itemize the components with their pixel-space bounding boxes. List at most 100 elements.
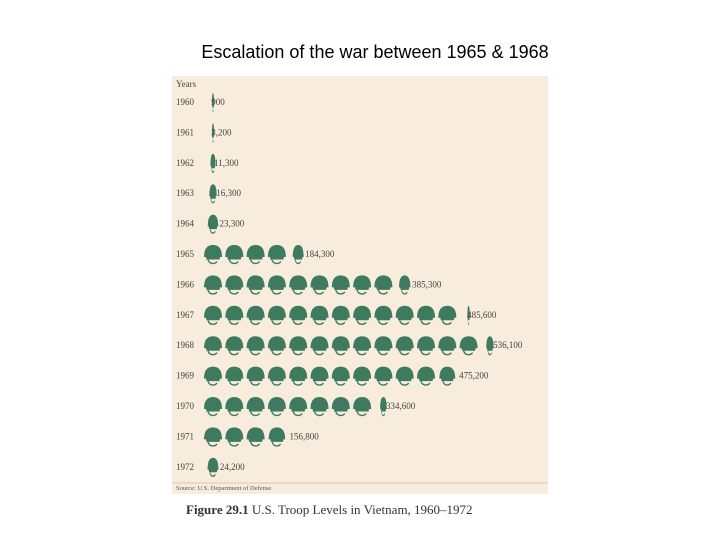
value-label: 3,200 [211, 127, 232, 137]
helmet-icon [438, 336, 457, 356]
value-label: 11,300 [214, 158, 239, 168]
value-label: 334,600 [386, 401, 416, 411]
helmet-icon [395, 366, 414, 386]
value-label: 485,600 [467, 310, 497, 320]
helmet-icon [225, 275, 244, 295]
value-label: 385,300 [412, 279, 442, 289]
chart-row-1969: 1969 475,200 [176, 366, 489, 386]
chart-row-1970: 1970 334,600 [176, 397, 416, 417]
partial-helmet-icon [207, 214, 219, 234]
year-label: 1967 [176, 310, 195, 320]
chart-row-1967: 1967 485,600 [176, 305, 497, 326]
helmet-icon [289, 366, 308, 386]
helmet-icon [225, 336, 244, 356]
helmet-icon [225, 245, 244, 265]
partial-helmet-icon [399, 275, 411, 295]
chart-row-1965: 1965 184,300 [176, 245, 335, 265]
helmet-icon [246, 245, 265, 265]
partial-helmet-icon [292, 245, 304, 265]
helmet-icon [353, 305, 372, 326]
helmet-icon [459, 336, 478, 356]
value-label: 156,800 [290, 431, 320, 441]
helmet-icon [331, 336, 350, 356]
helmet-icon [310, 275, 329, 295]
value-label: 184,300 [305, 249, 335, 259]
year-label: 1971 [176, 431, 194, 441]
helmet-icon [395, 305, 414, 326]
helmet-icon [417, 336, 435, 356]
year-label: 1968 [176, 340, 195, 350]
helmet-icon [246, 397, 265, 417]
helmet-icon [289, 336, 308, 356]
helmet-icon [225, 366, 244, 386]
helmet-icon [267, 275, 286, 295]
chart-row-1966: 1966 385,300 [176, 275, 442, 295]
helmet-icon [204, 275, 222, 295]
value-label: 24,200 [220, 462, 245, 472]
helmet-icon [204, 397, 222, 417]
value-label: 23,300 [220, 219, 245, 229]
helmet-icon [225, 397, 244, 417]
year-label: 1966 [176, 279, 195, 289]
y-axis-label: Years [176, 79, 197, 89]
helmet-icon [267, 366, 286, 386]
helmet-icon [204, 336, 222, 356]
slide-title: Escalation of the war between 1965 & 196… [201, 42, 549, 62]
partial-helmet-icon [486, 336, 494, 356]
helmet-icon [246, 366, 265, 386]
chart-row-1964: 1964 23,300 [176, 214, 245, 234]
helmet-icon [353, 366, 372, 386]
helmet-icon [267, 397, 286, 417]
chart-row-1960: 1960 900 [176, 93, 225, 113]
helmet-icon [438, 305, 457, 326]
helmet-icon [289, 305, 308, 326]
helmet-icon [204, 245, 222, 265]
helmet-icon [246, 336, 265, 356]
chart-row-1971: 1971 156,800 [176, 427, 320, 447]
helmet-icon [267, 305, 286, 326]
value-label: 16,300 [216, 188, 241, 198]
partial-helmet-icon [439, 366, 456, 386]
source-note: Source: U.S. Department of Defense [176, 485, 271, 492]
helmet-icon [204, 366, 222, 386]
year-label: 1961 [176, 127, 194, 137]
helmet-icon [310, 305, 329, 326]
helmet-icon [417, 305, 435, 326]
chart-row-1962: 1962 11,300 [176, 153, 239, 174]
helmet-icon [374, 336, 393, 356]
year-label: 1963 [176, 188, 195, 198]
value-label: 475,200 [459, 371, 489, 381]
helmet-icon [289, 397, 308, 417]
troop-levels-chart: Years 1960 900 1961 3,200 1962 11,300 1963 16,3… [172, 76, 548, 494]
helmet-icon [331, 366, 350, 386]
helmet-icon [353, 336, 372, 356]
partial-helmet-icon [268, 427, 286, 447]
helmet-icon [395, 336, 414, 356]
partial-helmet-icon [207, 457, 219, 477]
year-label: 1962 [176, 158, 194, 168]
helmet-icon [374, 305, 393, 326]
helmet-icon [246, 305, 265, 326]
partial-helmet-icon [211, 123, 215, 143]
helmet-icon [225, 305, 244, 326]
helmet-icon [204, 427, 222, 447]
chart-row-1961: 1961 3,200 [176, 123, 232, 143]
helmet-icon [289, 275, 308, 295]
year-label: 1970 [176, 401, 195, 411]
partial-helmet-icon [210, 153, 216, 174]
helmet-icon [310, 366, 329, 386]
chart-svg: Years 1960 900 1961 3,200 1962 11,300 1963 16,3… [172, 79, 548, 492]
figure-caption: Figure 29.1 U.S. Troop Levels in Vietnam… [186, 502, 526, 518]
chart-row-1968: 1968 536,100 [176, 336, 523, 356]
year-label: 1960 [176, 97, 195, 107]
helmet-icon [331, 275, 350, 295]
helmet-icon [310, 397, 329, 417]
year-label: 1964 [176, 219, 195, 229]
helmet-icon [267, 245, 286, 265]
year-label: 1972 [176, 462, 194, 472]
helmet-icon [374, 275, 393, 295]
helmet-icon [310, 336, 329, 356]
partial-helmet-icon [211, 93, 215, 113]
chart-row-1963: 1963 16,300 [176, 184, 242, 204]
helmet-icon [246, 275, 265, 295]
